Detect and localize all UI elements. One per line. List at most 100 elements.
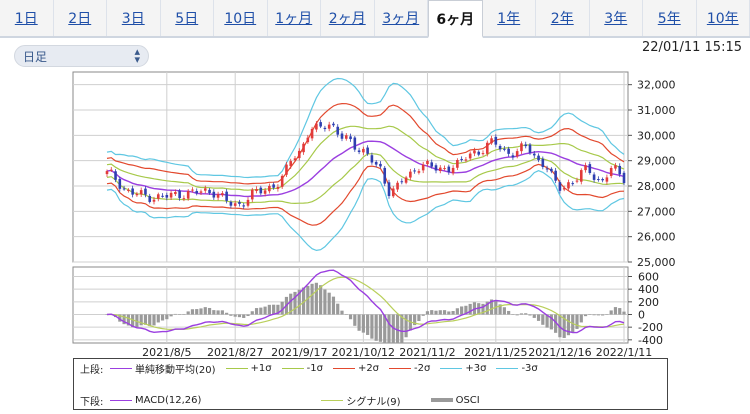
candle-up [135,193,139,196]
legend-label: +2σ [357,362,380,374]
x-tick-label: 2021/8/5 [142,346,191,359]
legend-item: シグナル(9) [321,393,401,408]
tab-9[interactable]: 1年 [483,0,536,36]
timestamp: 22/01/11 15:15 [642,40,742,55]
osci-bar [357,314,361,331]
candle-type-select[interactable]: 日足 ▴ ▾ [14,45,149,67]
osci-bar [498,304,502,315]
candle-down [498,146,502,150]
tab-label: 3日 [121,11,145,27]
osci-bar [451,311,455,315]
tab-5[interactable]: 1ヶ月 [268,0,321,36]
legend-swatch [225,367,248,369]
candle-up [515,151,519,157]
candle-up [169,192,173,198]
osci-bar [272,304,276,315]
band-plus-1sigma [106,125,625,191]
osci-bar [485,301,489,315]
candle-up [481,153,485,155]
tab-label: 3年 [604,11,628,27]
osci-bar [511,314,515,315]
candle-down [434,165,438,171]
osci-bar [370,314,374,339]
tab-10[interactable]: 2年 [536,0,590,36]
candle-down [383,167,387,184]
legend-item: -3σ [496,362,538,374]
candle-down [622,172,626,184]
osci-bar [609,310,613,315]
osci-bar [254,308,259,315]
osci-bar [481,303,485,315]
osci-bar [489,299,494,315]
osci-bar [267,304,271,315]
chevron-updown-icon: ▴ ▾ [134,45,140,66]
legend-swatch [440,367,463,369]
osci-bar [118,314,122,322]
tab-2[interactable]: 3日 [107,0,161,36]
tab-8[interactable]: 6ヶ月 [428,0,483,38]
osci-bar [178,314,182,315]
osci-bar [528,314,532,316]
legend-item: OSCI [430,395,480,406]
candle-up [426,160,429,165]
legend-title: 下段: [80,396,104,408]
osci-bar [225,312,229,315]
osci-bar [361,314,365,333]
price-series-group [105,77,626,252]
tab-11[interactable]: 3年 [590,0,643,36]
legend-label: -2σ [414,362,431,374]
osci-bar [344,314,348,315]
osci-bar [327,292,331,315]
osci-bar [618,308,622,315]
price-tick-label: 28,000 [637,180,676,193]
legend-title: 上段: [80,364,104,376]
osci-bar [468,303,472,315]
tab-3[interactable]: 5日 [161,0,214,36]
candle-up [584,165,587,171]
legend-swatch [110,367,132,369]
tab-7[interactable]: 3ヶ月 [375,0,428,36]
tab-6[interactable]: 2ヶ月 [321,0,375,36]
osci-bar [336,303,340,315]
tab-label: 2ヶ月 [328,11,366,27]
osci-bar [430,310,434,315]
macd-tick-label: 0 [638,309,645,322]
candle-up [344,135,348,139]
candle-up [152,199,156,202]
candle-up [156,194,160,199]
osci-bar [173,313,177,315]
tab-4[interactable]: 10日 [214,0,268,36]
candle-up [250,189,254,200]
osci-bar [139,314,143,326]
tab-1[interactable]: 2日 [54,0,107,36]
osci-bar [387,314,391,343]
osci-bar [195,309,199,315]
candle-down [319,122,322,127]
candle-up [438,167,442,172]
legend-label: -3σ [521,362,538,374]
candle-down [208,189,211,194]
legend-item: 単純移動平均(20) [110,361,216,376]
osci-bar [464,305,468,315]
candle-up [310,128,314,139]
legend-lower-row: 下段: MACD(12,26) シグナル(9) OSCI [80,393,490,408]
candle-up [199,191,203,193]
candle-up [490,138,493,144]
candle-up [105,171,109,175]
candle-down [238,202,241,204]
tab-12[interactable]: 5年 [643,0,697,36]
osci-bar [207,307,212,315]
candle-up [139,190,143,195]
x-tick-label: 2021/11/25 [464,346,527,359]
candle-up [293,158,297,161]
candle-up [276,186,280,189]
macd-tick-label: -400 [638,334,663,347]
tab-0[interactable]: 1日 [0,0,54,36]
legend-item: +1σ [225,363,272,374]
osci-bar [524,313,528,315]
candle-up [421,164,425,171]
x-tick-label: 2021/9/17 [271,346,327,359]
tab-label: 1ヶ月 [275,11,313,27]
osci-bar [515,314,519,316]
candle-up [520,143,523,152]
